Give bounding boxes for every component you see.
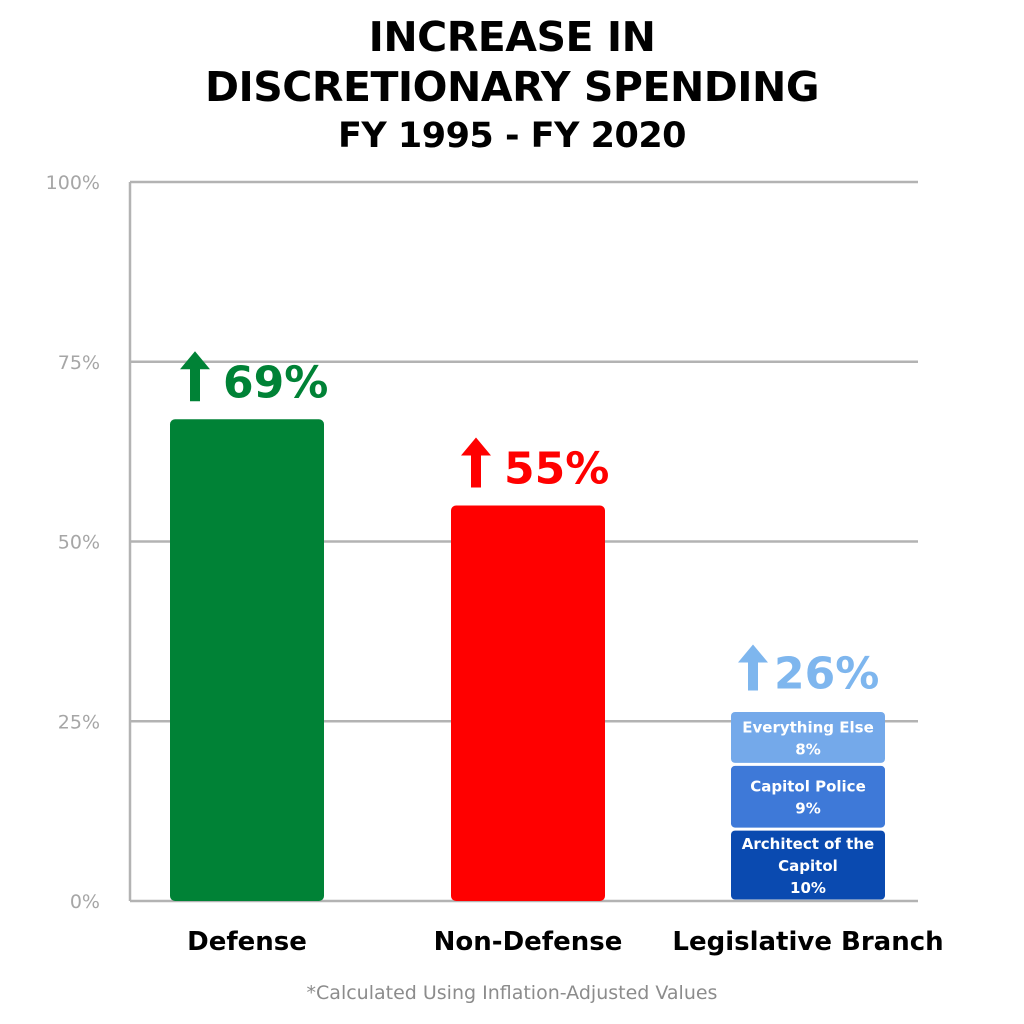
y-tick-label: 100% — [46, 172, 100, 194]
bar-segment — [731, 830, 885, 900]
up-arrow-icon — [738, 644, 768, 691]
bar-value-label: 69% — [223, 357, 328, 408]
bar-segment — [731, 765, 885, 828]
y-tick-label: 50% — [58, 532, 100, 554]
x-category-label: Non-Defense — [434, 927, 623, 957]
x-category-label: Defense — [187, 927, 307, 957]
footnote: *Calculated Using Inflation-Adjusted Val… — [306, 982, 718, 1004]
y-tick-label: 75% — [58, 352, 100, 374]
x-category-label: Legislative Branch — [672, 927, 943, 957]
bar — [451, 505, 605, 901]
segment-name-label: Architect of the — [742, 835, 874, 853]
y-tick-label: 25% — [58, 711, 100, 733]
up-arrow-icon — [180, 351, 210, 402]
segment-name-label: Capitol Police — [750, 778, 866, 796]
bar-segment — [731, 711, 885, 763]
segment-name-label: Everything Else — [742, 718, 874, 736]
segment-name-label: Capitol — [778, 857, 838, 875]
bar-value-label: 26% — [774, 648, 879, 699]
segment-value-label: 9% — [795, 800, 820, 818]
y-tick-label: 0% — [70, 891, 100, 913]
title-line-2: DISCRETIONARY SPENDING — [204, 63, 820, 111]
segment-value-label: 8% — [795, 740, 820, 758]
chart-title: INCREASE IN DISCRETIONARY SPENDING FY 19… — [0, 12, 1024, 160]
bar-value-label: 55% — [504, 444, 609, 495]
bar — [170, 419, 324, 901]
chart-subtitle: FY 1995 - FY 2020 — [337, 116, 687, 156]
segment-value-label: 10% — [790, 879, 826, 897]
title-line-1: INCREASE IN — [368, 13, 656, 61]
up-arrow-icon — [461, 437, 491, 488]
